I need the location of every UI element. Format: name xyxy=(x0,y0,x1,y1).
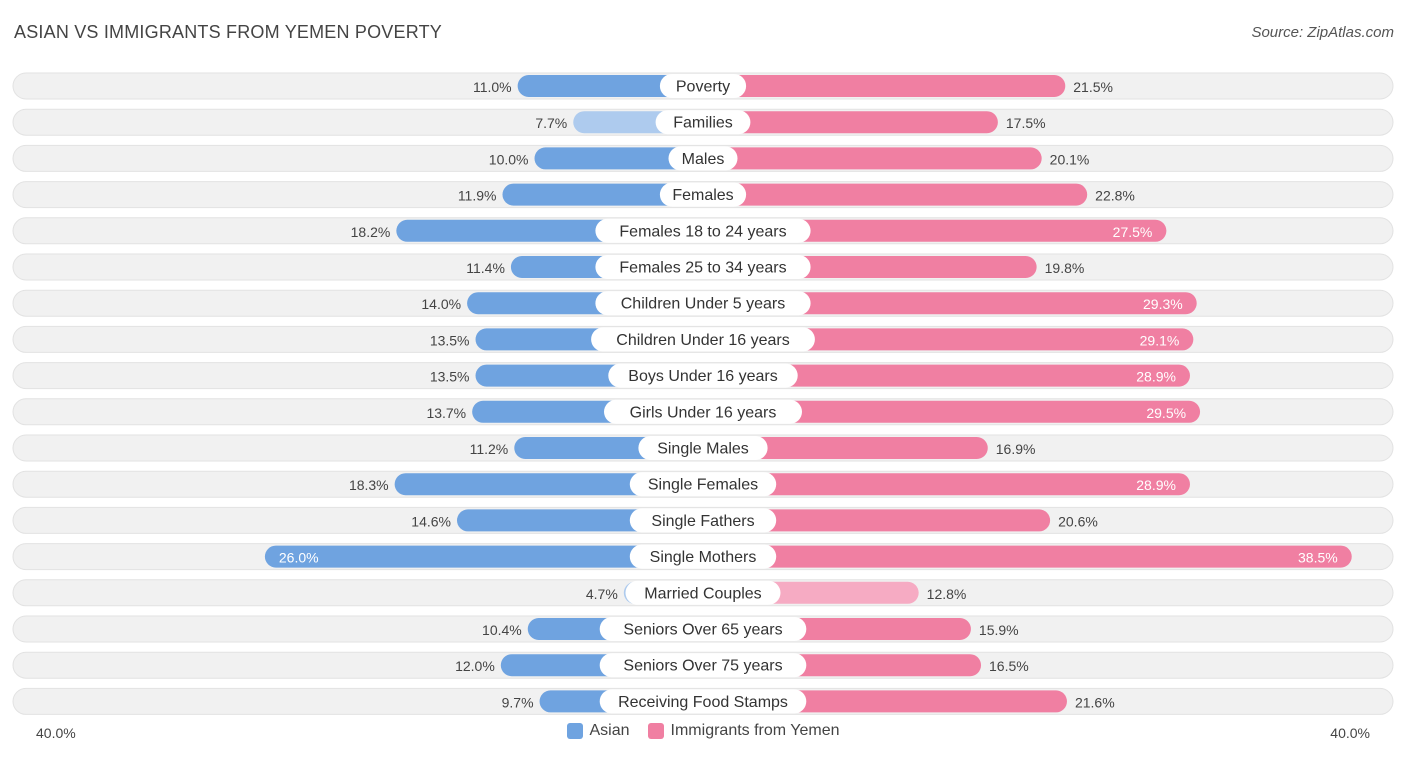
value-label-asian: 13.5% xyxy=(430,369,470,385)
legend-label-asian: Asian xyxy=(589,722,630,739)
category-label: Seniors Over 65 years xyxy=(623,622,782,639)
category-pill xyxy=(595,291,811,316)
value-label-yemen: 29.1% xyxy=(1140,332,1180,348)
category-label: Single Mothers xyxy=(650,549,757,566)
bar-yemen xyxy=(691,328,1194,351)
value-label-yemen: 20.1% xyxy=(1050,151,1090,167)
axis-left-label: 40.0% xyxy=(36,725,76,741)
category-pill xyxy=(599,653,807,678)
value-label-yemen: 28.9% xyxy=(1136,369,1176,385)
bar-yemen xyxy=(691,364,1190,387)
category-label: Families xyxy=(673,115,733,132)
category-pill xyxy=(655,110,751,135)
category-pill xyxy=(638,436,768,460)
category-label: Single Females xyxy=(648,477,758,494)
category-label: Females 18 to 24 years xyxy=(619,223,786,240)
category-pill xyxy=(629,472,777,497)
value-label-yemen: 20.6% xyxy=(1058,513,1098,529)
chart-title: ASIAN VS IMMIGRANTS FROM YEMEN POVERTY xyxy=(14,22,442,42)
value-label-asian: 11.4% xyxy=(466,260,505,276)
category-label: Males xyxy=(682,151,725,168)
value-label-asian: 14.6% xyxy=(411,513,451,529)
bar-yemen xyxy=(691,473,1190,496)
category-label: Single Fathers xyxy=(651,513,754,530)
value-label-yemen: 38.5% xyxy=(1298,550,1338,566)
value-label-yemen: 29.5% xyxy=(1146,405,1186,421)
category-label: Girls Under 16 years xyxy=(630,404,777,421)
category-pill xyxy=(604,399,802,424)
value-label-yemen: 16.5% xyxy=(989,658,1029,674)
bar-asian xyxy=(264,545,715,568)
value-label-asian: 10.0% xyxy=(489,151,529,167)
bar-yemen xyxy=(691,509,1051,532)
value-label-asian: 4.7% xyxy=(586,586,618,602)
category-label: Married Couples xyxy=(644,585,761,602)
source-note: Source: ZipAtlas.com xyxy=(1251,24,1394,41)
value-label-yemen: 19.8% xyxy=(1045,260,1085,276)
legend-swatch-asian xyxy=(566,723,583,739)
legend-label-yemen: Immigrants from Yemen xyxy=(670,722,840,739)
value-label-yemen: 17.5% xyxy=(1006,115,1046,131)
value-label-yemen: 16.9% xyxy=(996,441,1036,457)
value-label-asian: 18.2% xyxy=(351,224,391,240)
category-pill xyxy=(668,146,738,171)
category-pill xyxy=(629,508,777,533)
category-label: Children Under 5 years xyxy=(621,296,786,313)
value-label-asian: 7.7% xyxy=(535,115,567,131)
bar-yemen xyxy=(691,400,1201,423)
value-label-asian: 12.0% xyxy=(455,658,495,674)
value-label-yemen: 21.6% xyxy=(1075,694,1115,710)
value-label-yemen: 15.9% xyxy=(979,622,1019,638)
value-label-yemen: 12.8% xyxy=(927,586,967,602)
value-label-asian: 14.0% xyxy=(421,296,461,312)
value-label-yemen: 22.8% xyxy=(1095,188,1135,204)
category-pill xyxy=(629,544,777,569)
legend-swatch-yemen xyxy=(647,723,664,739)
value-label-asian: 11.0% xyxy=(473,79,512,95)
bar-yemen xyxy=(691,75,1066,97)
value-label-asian: 11.9% xyxy=(458,188,497,204)
category-label: Poverty xyxy=(676,79,730,96)
category-pill xyxy=(659,182,747,207)
value-label-asian: 9.7% xyxy=(502,694,534,710)
value-label-asian: 26.0% xyxy=(279,550,319,566)
category-label: Receiving Food Stamps xyxy=(618,694,788,711)
bar-yemen xyxy=(691,183,1088,206)
category-label: Seniors Over 75 years xyxy=(623,658,782,675)
category-pill xyxy=(625,580,781,605)
category-label: Single Males xyxy=(657,441,749,458)
category-pill xyxy=(599,617,807,641)
category-pill xyxy=(608,363,798,388)
value-label-asian: 13.5% xyxy=(430,332,470,348)
value-label-asian: 13.7% xyxy=(426,405,466,421)
value-label-yemen: 27.5% xyxy=(1113,224,1153,240)
category-pill xyxy=(591,327,815,352)
bar-yemen xyxy=(691,147,1042,170)
category-label: Boys Under 16 years xyxy=(628,368,777,385)
legend-item-asian[interactable]: Asian xyxy=(566,722,630,740)
bar-yemen xyxy=(691,545,1352,568)
value-label-yemen: 29.3% xyxy=(1143,296,1183,312)
category-pill xyxy=(599,689,807,714)
bar-yemen xyxy=(691,111,998,134)
value-label-asian: 10.4% xyxy=(482,622,522,638)
legend-item-yemen[interactable]: Immigrants from Yemen xyxy=(647,722,840,740)
category-label: Children Under 16 years xyxy=(616,332,789,349)
category-pill xyxy=(595,255,811,279)
value-label-asian: 18.3% xyxy=(349,477,389,493)
category-label: Females xyxy=(672,187,733,204)
bar-yemen xyxy=(691,219,1167,242)
value-label-yemen: 21.5% xyxy=(1073,79,1113,95)
category-pill xyxy=(595,218,811,243)
legend: Asian Immigrants from Yemen xyxy=(0,722,1406,740)
bar-yemen xyxy=(691,292,1197,315)
category-pill xyxy=(659,74,747,98)
value-label-asian: 11.2% xyxy=(470,441,509,457)
axis-right-label: 40.0% xyxy=(1330,725,1370,741)
category-label: Females 25 to 34 years xyxy=(619,260,786,277)
value-label-yemen: 28.9% xyxy=(1136,477,1176,493)
